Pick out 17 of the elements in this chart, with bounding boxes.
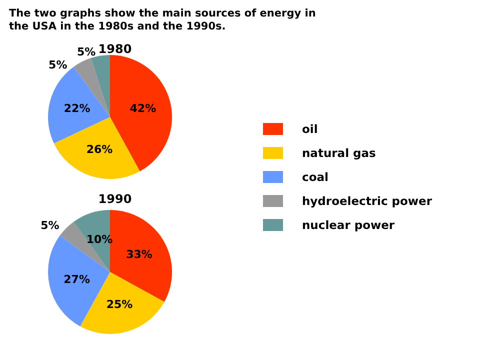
data-label: 5% <box>76 45 96 58</box>
data-label: 42% <box>130 102 156 116</box>
legend-label: oil <box>302 122 318 136</box>
data-label: 25% <box>106 298 133 312</box>
legend-label: coal <box>302 170 328 184</box>
legend-label: nuclear power <box>302 218 395 232</box>
data-label: 27% <box>64 272 90 286</box>
slice-label: 1980 <box>98 42 132 56</box>
data-label: 5% <box>48 58 68 72</box>
slice-label: 1990 <box>98 192 132 206</box>
legend-label: hydroelectric power <box>302 194 432 208</box>
data-label: 26% <box>86 142 113 156</box>
data-label: 5% <box>40 218 60 232</box>
data-label: 22% <box>64 102 90 116</box>
chart-title: The two graphs show the main sources of energy in the USA in the 1980s and the 1990s. <box>9 8 320 32</box>
data-label: 33% <box>126 248 152 262</box>
legend-label: natural gas <box>302 146 376 160</box>
